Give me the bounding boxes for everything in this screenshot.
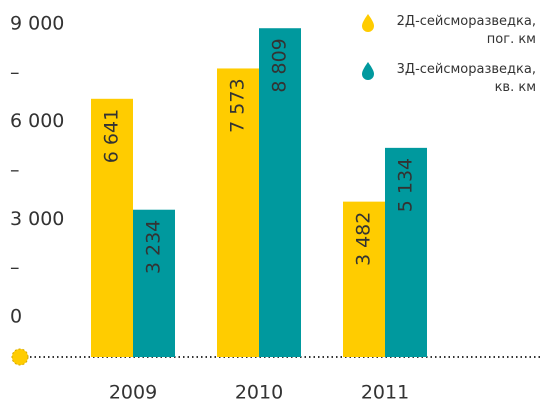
legend-icon xyxy=(362,14,374,32)
y-tick-label: 9 000 xyxy=(10,13,64,35)
legend-entry: 2Д-сейсморазведка, пог. км xyxy=(396,14,536,47)
value-label: 5 134 xyxy=(395,158,417,212)
y-tick-label: 6 000 xyxy=(10,110,64,132)
value-label: 3 482 xyxy=(353,212,375,266)
bar xyxy=(91,98,133,357)
value-label: 6 641 xyxy=(101,109,123,163)
value-label: 7 573 xyxy=(227,78,249,132)
y-tick-label: – xyxy=(10,159,20,181)
x-tick-label: 2011 xyxy=(361,382,409,404)
legend-entry: 3Д-сейсморазведка, кв. км xyxy=(396,62,536,95)
bar xyxy=(385,147,427,357)
x-tick-label: 2010 xyxy=(235,382,283,404)
value-label: 3 234 xyxy=(143,220,165,274)
bar xyxy=(217,68,259,357)
y-tick-label: – xyxy=(10,257,20,279)
value-label: 8 809 xyxy=(269,38,291,92)
y-tick-label: – xyxy=(10,61,20,83)
bar xyxy=(343,201,385,357)
axis-origin xyxy=(11,348,29,366)
bar xyxy=(259,28,301,358)
y-tick-label: 0 xyxy=(10,306,22,328)
x-tick-label: 2009 xyxy=(109,382,157,404)
y-tick-label: 3 000 xyxy=(10,208,64,230)
bar xyxy=(133,209,175,357)
legend-icon xyxy=(362,62,374,80)
